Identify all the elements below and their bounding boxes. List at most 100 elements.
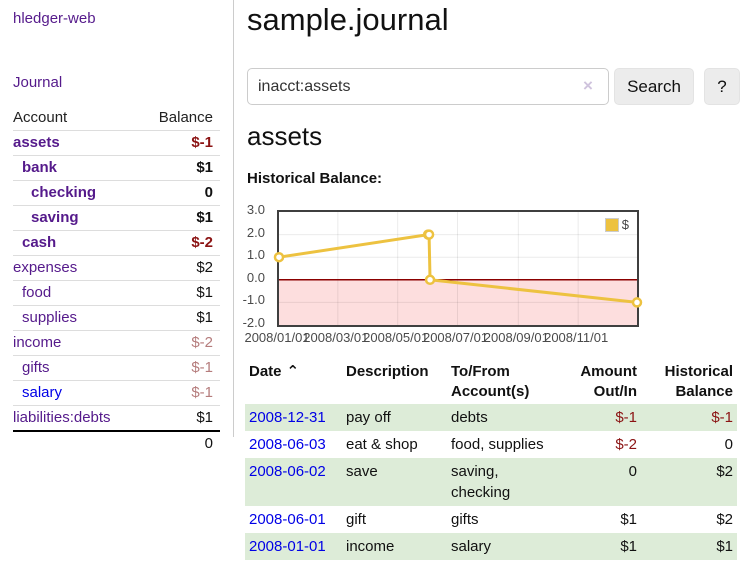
app-title-link[interactable]: hledger-web — [13, 10, 96, 27]
sidebar: hledger-web Journal Account Balance asse… — [0, 0, 233, 582]
sidebar-account-link[interactable]: expenses — [13, 259, 78, 276]
accounts-total: 0 — [13, 430, 220, 455]
register-header-description: Description — [346, 363, 429, 380]
transaction-amount: 0 — [628, 463, 637, 480]
transaction-description: eat & shop — [346, 436, 418, 453]
transaction-accounts: saving, checking — [451, 463, 511, 501]
chart-legend: $ — [602, 216, 631, 233]
sidebar-account-link[interactable]: assets — [13, 134, 60, 151]
register-header-amount: Amount Out/In — [580, 363, 637, 400]
transaction-description: gift — [346, 511, 367, 528]
sidebar-account-link[interactable]: income — [13, 334, 62, 351]
transaction-description: income — [346, 538, 395, 555]
account-row: gifts $-1 — [13, 355, 220, 380]
sidebar-account-link[interactable]: cash — [22, 234, 57, 251]
register-table: Date ⌃ Description To/From Account(s) Amo… — [245, 360, 737, 560]
transaction-amount: $-2 — [615, 436, 637, 453]
transaction-balance: $2 — [716, 511, 733, 528]
register-header-date[interactable]: Date ⌃ — [249, 363, 300, 380]
transaction-date-link[interactable]: 2008-01-01 — [249, 538, 326, 555]
account-balance: $-1 — [191, 359, 213, 376]
transaction-amount: $1 — [620, 538, 637, 555]
sidebar-account-link[interactable]: food — [22, 284, 52, 301]
transaction-date-link[interactable]: 2008-06-01 — [249, 511, 326, 528]
clear-search-icon[interactable]: × — [583, 76, 593, 95]
transaction-description: pay off — [346, 409, 391, 426]
sidebar-account-link[interactable]: supplies — [22, 309, 78, 326]
account-balance: $-2 — [191, 234, 213, 251]
sidebar-account-link[interactable]: checking — [31, 184, 97, 201]
page-title: sample.journal — [247, 2, 449, 37]
transaction-accounts: salary — [451, 538, 492, 555]
y-tick-label: -2.0 — [242, 315, 265, 330]
account-row: assets $-1 — [13, 130, 220, 155]
search-input[interactable] — [247, 68, 609, 105]
transaction-date-link[interactable]: 2008-12-31 — [249, 409, 326, 426]
transaction-balance: $-1 — [711, 409, 733, 426]
y-tick-label: -1.0 — [242, 292, 265, 308]
accounts-table-header: Account Balance — [13, 106, 220, 130]
y-tick-label: 2.0 — [246, 224, 265, 240]
search-button[interactable]: Search — [614, 68, 694, 105]
sidebar-account-link[interactable]: salary — [22, 384, 63, 401]
register-header-balance: Historical Balance — [664, 363, 733, 400]
account-balance: $-1 — [191, 134, 213, 151]
chart-title: Historical Balance: — [247, 170, 383, 187]
register-row: 2008-06-03 eat & shop food, supplies $-2 0 — [245, 431, 737, 458]
account-row: checking 0 — [13, 180, 220, 205]
y-tick-label: 3.0 — [246, 202, 265, 217]
chart-plot-area: $ — [273, 210, 643, 327]
register-row: 2008-06-02 save saving, checking 0 $2 — [245, 458, 737, 506]
account-balance: $2 — [196, 259, 213, 276]
sidebar-account-link[interactable]: bank — [22, 159, 58, 176]
register-header-accounts: To/From Account(s) — [451, 363, 530, 400]
account-balance: 0 — [204, 184, 213, 201]
account-row: liabilities:debts $1 — [13, 405, 220, 430]
register-row: 2008-01-01 income salary $1 $1 — [245, 533, 737, 560]
x-tick-label: 2008/01/01 — [244, 330, 310, 345]
account-row: supplies $1 — [13, 305, 220, 330]
register-header-row: Date ⌃ Description To/From Account(s) Amo… — [245, 360, 737, 404]
account-row: salary $-1 — [13, 380, 220, 405]
chart-canvas — [273, 212, 643, 325]
transaction-accounts: gifts — [451, 511, 479, 528]
account-row: income $-2 — [13, 330, 220, 355]
sidebar-item-journal[interactable]: Journal — [13, 74, 63, 91]
account-row: cash $-2 — [13, 230, 220, 255]
accounts-table: Account Balance assets $-1 bank $1 checking 0… — [13, 106, 220, 455]
main-content: sample.journal × Search ? assets Histori… — [243, 0, 742, 582]
y-tick-label: 1.0 — [246, 247, 265, 263]
account-row: bank $1 — [13, 155, 220, 180]
account-balance: $1 — [196, 309, 213, 326]
transaction-accounts: debts — [451, 409, 488, 426]
account-row: expenses $2 — [13, 255, 220, 280]
sidebar-account-link[interactable]: liabilities:debts — [13, 409, 111, 426]
legend-swatch — [604, 217, 619, 232]
accounts-header-balance: Balance — [158, 109, 213, 126]
register-row: 2008-06-01 gift gifts $1 $2 — [245, 506, 737, 533]
account-row: food $1 — [13, 280, 220, 305]
transaction-date-link[interactable]: 2008-06-02 — [249, 463, 326, 480]
account-row: saving $1 — [13, 205, 220, 230]
sidebar-account-link[interactable]: gifts — [22, 359, 50, 376]
account-balance: $-1 — [191, 384, 213, 401]
sort-ascending-icon: ⌃ — [286, 363, 300, 380]
x-tick-label: 2008/09/01 — [483, 330, 549, 345]
sidebar-account-link[interactable]: saving — [31, 209, 79, 226]
historical-balance-chart: $ 3.0 2.0 1.0 0.0 -1.0 -2.0 2008/01/01 2008/03/… — [243, 203, 687, 345]
x-tick-label: 2008/03/01 — [303, 330, 369, 345]
sidebar-divider — [233, 0, 234, 437]
account-balance: $1 — [196, 159, 213, 176]
x-tick-label: 2008/07/01 — [422, 330, 489, 345]
help-button[interactable]: ? — [704, 68, 740, 105]
legend-label: $ — [621, 217, 629, 232]
transaction-date-link[interactable]: 2008-06-03 — [249, 436, 326, 453]
transaction-amount: $-1 — [615, 409, 637, 426]
search-bar: × Search ? — [247, 68, 742, 105]
transaction-balance: 0 — [724, 436, 733, 453]
transaction-accounts: food, supplies — [451, 436, 544, 453]
transaction-balance: $1 — [716, 538, 733, 555]
y-tick-label: 0.0 — [246, 269, 265, 285]
account-heading: assets — [247, 121, 323, 151]
accounts-header-account: Account — [13, 109, 68, 126]
